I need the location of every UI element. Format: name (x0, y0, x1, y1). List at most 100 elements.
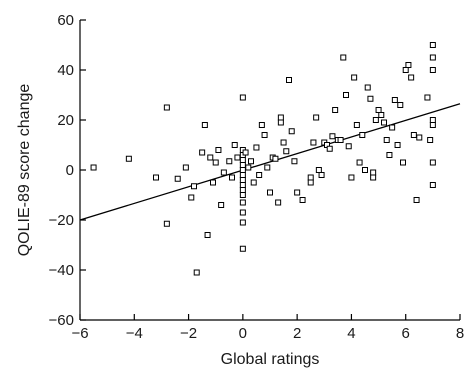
data-point (239, 245, 246, 252)
data-point (163, 104, 170, 111)
data-point (353, 122, 360, 128)
data-point (315, 167, 322, 173)
x-tick-label: −2 (180, 325, 197, 342)
data-point (163, 220, 170, 227)
data-point (207, 154, 214, 161)
data-point (239, 177, 246, 183)
data-point (429, 42, 436, 48)
data-point (429, 159, 436, 166)
data-point (329, 133, 336, 140)
data-points (90, 42, 436, 276)
data-point (383, 137, 390, 143)
data-point (413, 197, 420, 203)
data-point (402, 67, 409, 73)
data-point (153, 174, 159, 181)
x-tick-label: 0 (239, 325, 247, 342)
data-point (391, 97, 398, 103)
data-point (277, 114, 284, 121)
data-point (286, 77, 292, 83)
data-point (239, 219, 246, 226)
data-point (381, 119, 387, 126)
x-tick-label: 4 (347, 325, 355, 342)
data-point (375, 107, 382, 113)
data-point (307, 179, 314, 186)
x-tick-label: −6 (71, 325, 88, 342)
data-point (272, 155, 279, 162)
x-ticks: −6 −4 −2 0 2 4 6 8 (71, 314, 464, 342)
y-tick-label: 40 (57, 62, 74, 79)
data-point (424, 94, 431, 101)
data-point (220, 169, 227, 176)
data-point (405, 62, 412, 68)
data-point (204, 232, 211, 238)
data-point (199, 149, 206, 156)
data-point (410, 132, 417, 138)
data-point (90, 164, 97, 171)
data-point (239, 172, 246, 178)
data-point (277, 119, 284, 126)
data-point (239, 199, 246, 206)
data-point (318, 172, 325, 178)
x-tick-label: −4 (126, 325, 143, 342)
data-point (386, 152, 393, 158)
data-point (359, 132, 366, 138)
data-point (239, 94, 246, 101)
data-point (370, 174, 377, 181)
data-point (299, 197, 306, 203)
data-point (429, 67, 436, 73)
data-point (345, 143, 352, 150)
data-point (356, 159, 363, 166)
data-point (408, 74, 415, 81)
data-point (239, 182, 246, 188)
data-point (239, 162, 246, 168)
data-point (364, 84, 371, 91)
data-point (258, 122, 265, 128)
data-point (226, 158, 233, 165)
data-point (288, 128, 295, 135)
data-point (229, 174, 235, 181)
data-point (429, 117, 436, 123)
data-point (362, 167, 368, 173)
data-point (332, 107, 339, 113)
data-point (283, 148, 290, 155)
data-point (253, 144, 260, 151)
data-point (313, 114, 320, 121)
data-point (378, 112, 385, 118)
data-point (210, 179, 216, 186)
data-point (343, 92, 349, 98)
data-point (239, 209, 246, 216)
y-axis-title: QOLIE-89 score change (16, 84, 33, 257)
data-point (429, 54, 436, 61)
data-point (125, 155, 132, 162)
data-point (326, 145, 333, 152)
data-point (337, 137, 344, 143)
data-point (250, 179, 257, 186)
data-point (367, 95, 374, 102)
y-tick-label: 60 (57, 12, 74, 29)
data-point (182, 164, 189, 171)
data-point (351, 74, 358, 81)
data-point (416, 134, 423, 141)
data-point (307, 174, 314, 181)
data-point (400, 159, 406, 166)
data-point (267, 189, 273, 196)
x-axis-title: Global ratings (221, 351, 320, 368)
data-point (256, 172, 263, 178)
data-point (174, 175, 181, 182)
data-point (245, 164, 252, 171)
data-point (261, 132, 268, 138)
x-tick-label: 6 (402, 325, 410, 342)
data-point (427, 137, 434, 143)
data-point (372, 117, 379, 123)
data-point (280, 139, 287, 146)
data-point (201, 122, 208, 128)
data-point (248, 158, 254, 165)
data-point (212, 159, 219, 166)
data-point (389, 124, 396, 131)
data-point (218, 202, 225, 208)
data-point (310, 139, 317, 146)
x-tick-label: 8 (456, 325, 464, 342)
data-point (239, 167, 246, 173)
data-point (239, 192, 246, 198)
